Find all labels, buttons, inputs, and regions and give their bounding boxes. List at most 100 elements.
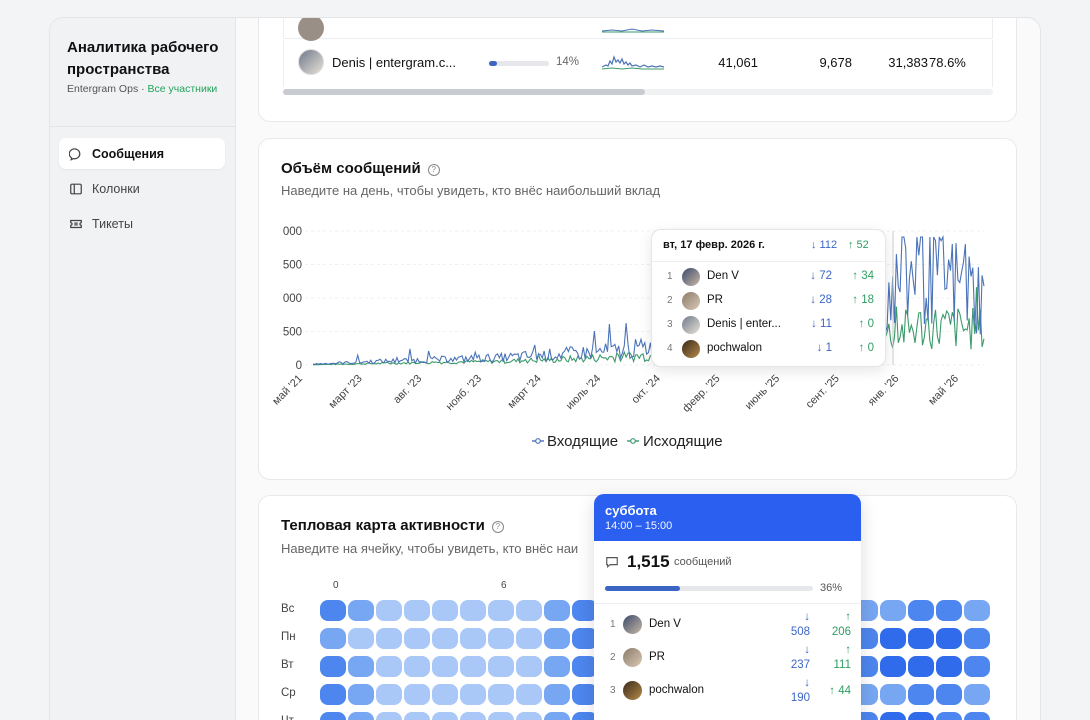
heatmap-cell[interactable] bbox=[488, 712, 514, 720]
heatmap-cell[interactable] bbox=[460, 712, 486, 720]
sidebar-item-messages[interactable]: Сообщения bbox=[59, 138, 225, 169]
heatmap-cell[interactable] bbox=[880, 712, 906, 720]
heatmap-cell[interactable] bbox=[908, 600, 934, 621]
heatmap-cell[interactable] bbox=[404, 712, 430, 720]
heatmap-cell[interactable] bbox=[404, 684, 430, 705]
heatmap-cell[interactable] bbox=[572, 600, 598, 621]
heatmap-cell[interactable] bbox=[964, 628, 990, 649]
heatmap-cell[interactable] bbox=[908, 712, 934, 720]
heatmap-cell[interactable] bbox=[432, 656, 458, 677]
heatmap-cell[interactable] bbox=[432, 684, 458, 705]
incoming-count: ↓ 237 bbox=[790, 644, 810, 671]
heatmap-cell[interactable] bbox=[936, 628, 962, 649]
heatmap-cell[interactable] bbox=[516, 656, 542, 677]
heatmap-cell[interactable] bbox=[936, 712, 962, 720]
heatmap-cell[interactable] bbox=[320, 600, 346, 621]
heatmap-cell[interactable] bbox=[320, 656, 346, 677]
heatmap-cell[interactable] bbox=[376, 684, 402, 705]
heatmap-cell[interactable] bbox=[460, 600, 486, 621]
avatar bbox=[682, 292, 700, 310]
heatmap-cell[interactable] bbox=[376, 712, 402, 720]
heatmap-cell[interactable] bbox=[460, 684, 486, 705]
heatmap-cell[interactable] bbox=[432, 712, 458, 720]
message-count: 1,515 bbox=[627, 552, 670, 571]
heatmap-cell[interactable] bbox=[348, 628, 374, 649]
outgoing-value: 206 bbox=[831, 626, 851, 638]
table-row[interactable]: Denis | entergram.c... 14% 41,061 9,678 … bbox=[283, 40, 993, 87]
heatmap-cell[interactable] bbox=[572, 628, 598, 649]
heatmap-cell[interactable] bbox=[880, 656, 906, 677]
heatmap-cell[interactable] bbox=[376, 656, 402, 677]
day-label: Вт bbox=[281, 659, 294, 671]
sidebar-item-tickets[interactable]: Тикеты bbox=[59, 208, 225, 239]
heatmap-cell[interactable] bbox=[320, 684, 346, 705]
heatmap-cell[interactable] bbox=[320, 628, 346, 649]
heatmap-cell[interactable] bbox=[460, 656, 486, 677]
divider bbox=[594, 603, 861, 604]
heatmap-cell[interactable] bbox=[544, 628, 570, 649]
heatmap-cell[interactable] bbox=[348, 600, 374, 621]
heatmap-cell[interactable] bbox=[404, 628, 430, 649]
heatmap-cell[interactable] bbox=[404, 656, 430, 677]
incoming-count: ↓ 1 bbox=[816, 342, 832, 354]
help-icon[interactable]: ? bbox=[491, 521, 504, 533]
heatmap-cell[interactable] bbox=[516, 712, 542, 720]
cell-tooltip: суббота 14:00 – 15:00 1,515 сообщений 36… bbox=[594, 494, 861, 720]
heatmap-cell[interactable] bbox=[488, 600, 514, 621]
heatmap-cell[interactable] bbox=[404, 600, 430, 621]
help-icon[interactable]: ? bbox=[427, 164, 440, 176]
heatmap-cell[interactable] bbox=[348, 656, 374, 677]
heatmap-cell[interactable] bbox=[488, 656, 514, 677]
volume-title-text: Объём сообщений bbox=[281, 160, 421, 177]
chat-bubble-icon bbox=[69, 147, 81, 161]
list-item: 2 PR ↓ 28 ↑ 18 bbox=[652, 290, 885, 314]
heatmap-cell[interactable] bbox=[964, 684, 990, 705]
heatmap-cell[interactable] bbox=[908, 628, 934, 649]
heatmap-cell[interactable] bbox=[880, 600, 906, 621]
heatmap-cell[interactable] bbox=[376, 600, 402, 621]
heatmap-cell[interactable] bbox=[880, 628, 906, 649]
heatmap-cell[interactable] bbox=[544, 600, 570, 621]
heatmap-cell[interactable] bbox=[936, 600, 962, 621]
heatmap-cell[interactable] bbox=[516, 684, 542, 705]
heatmap-cell[interactable] bbox=[516, 628, 542, 649]
heatmap-cell[interactable] bbox=[348, 712, 374, 720]
heatmap-cell[interactable] bbox=[320, 712, 346, 720]
heatmap-cell[interactable] bbox=[572, 684, 598, 705]
heatmap-cell[interactable] bbox=[432, 628, 458, 649]
heatmap-cell[interactable] bbox=[936, 684, 962, 705]
heatmap-cell[interactable] bbox=[572, 712, 598, 720]
outgoing-count: ↑ 206 bbox=[831, 611, 851, 638]
heatmap-cell[interactable] bbox=[572, 656, 598, 677]
heatmap-cell[interactable] bbox=[936, 656, 962, 677]
heatmap-cell[interactable] bbox=[964, 656, 990, 677]
x-tick-label: окт. '24 bbox=[629, 373, 662, 406]
rank: 2 bbox=[667, 295, 673, 306]
heatmap-cell[interactable] bbox=[460, 628, 486, 649]
heatmap-cell[interactable] bbox=[544, 656, 570, 677]
incoming-value: 237 bbox=[790, 659, 810, 671]
scrollbar-thumb[interactable] bbox=[283, 89, 645, 95]
sidebar-item-label: Тикеты bbox=[92, 216, 133, 231]
heatmap-cell[interactable] bbox=[964, 600, 990, 621]
share-bar-fill bbox=[605, 586, 680, 591]
heatmap-cell[interactable] bbox=[488, 684, 514, 705]
heatmap-cell[interactable] bbox=[908, 684, 934, 705]
heatmap-cell[interactable] bbox=[348, 684, 374, 705]
heatmap-cell[interactable] bbox=[432, 600, 458, 621]
heatmap-cell[interactable] bbox=[908, 656, 934, 677]
heatmap-cell[interactable] bbox=[544, 712, 570, 720]
sidebar-item-columns[interactable]: Колонки bbox=[59, 173, 225, 204]
table-row[interactable] bbox=[283, 18, 993, 41]
workspace-scope-link[interactable]: Все участники bbox=[147, 83, 218, 95]
heatmap-cell[interactable] bbox=[376, 628, 402, 649]
heatmap-cell[interactable] bbox=[852, 712, 878, 720]
heatmap-cell[interactable] bbox=[488, 628, 514, 649]
heatmap-cell[interactable] bbox=[964, 712, 990, 720]
sidebar: Аналитика рабочего пространства Entergra… bbox=[50, 18, 236, 720]
heatmap-cell[interactable] bbox=[544, 684, 570, 705]
horizontal-scrollbar[interactable] bbox=[283, 89, 993, 95]
heatmap-cell[interactable] bbox=[516, 600, 542, 621]
heatmap-cell[interactable] bbox=[880, 684, 906, 705]
